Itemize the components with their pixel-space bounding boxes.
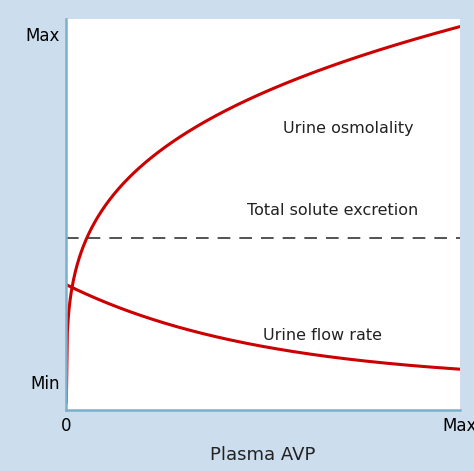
Text: Total solute excretion: Total solute excretion [247,203,419,218]
Text: Urine flow rate: Urine flow rate [263,328,382,343]
X-axis label: Plasma AVP: Plasma AVP [210,446,316,464]
Text: Urine osmolality: Urine osmolality [283,121,413,136]
